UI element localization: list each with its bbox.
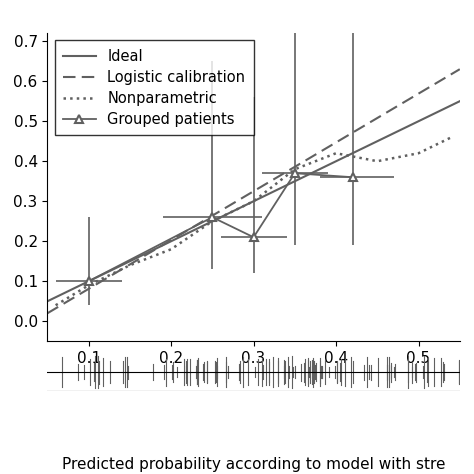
Legend: Ideal, Logistic calibration, Nonparametric, Grouped patients: Ideal, Logistic calibration, Nonparametr… <box>55 40 254 136</box>
Text: Predicted probability according to model with stre: Predicted probability according to model… <box>62 457 446 472</box>
